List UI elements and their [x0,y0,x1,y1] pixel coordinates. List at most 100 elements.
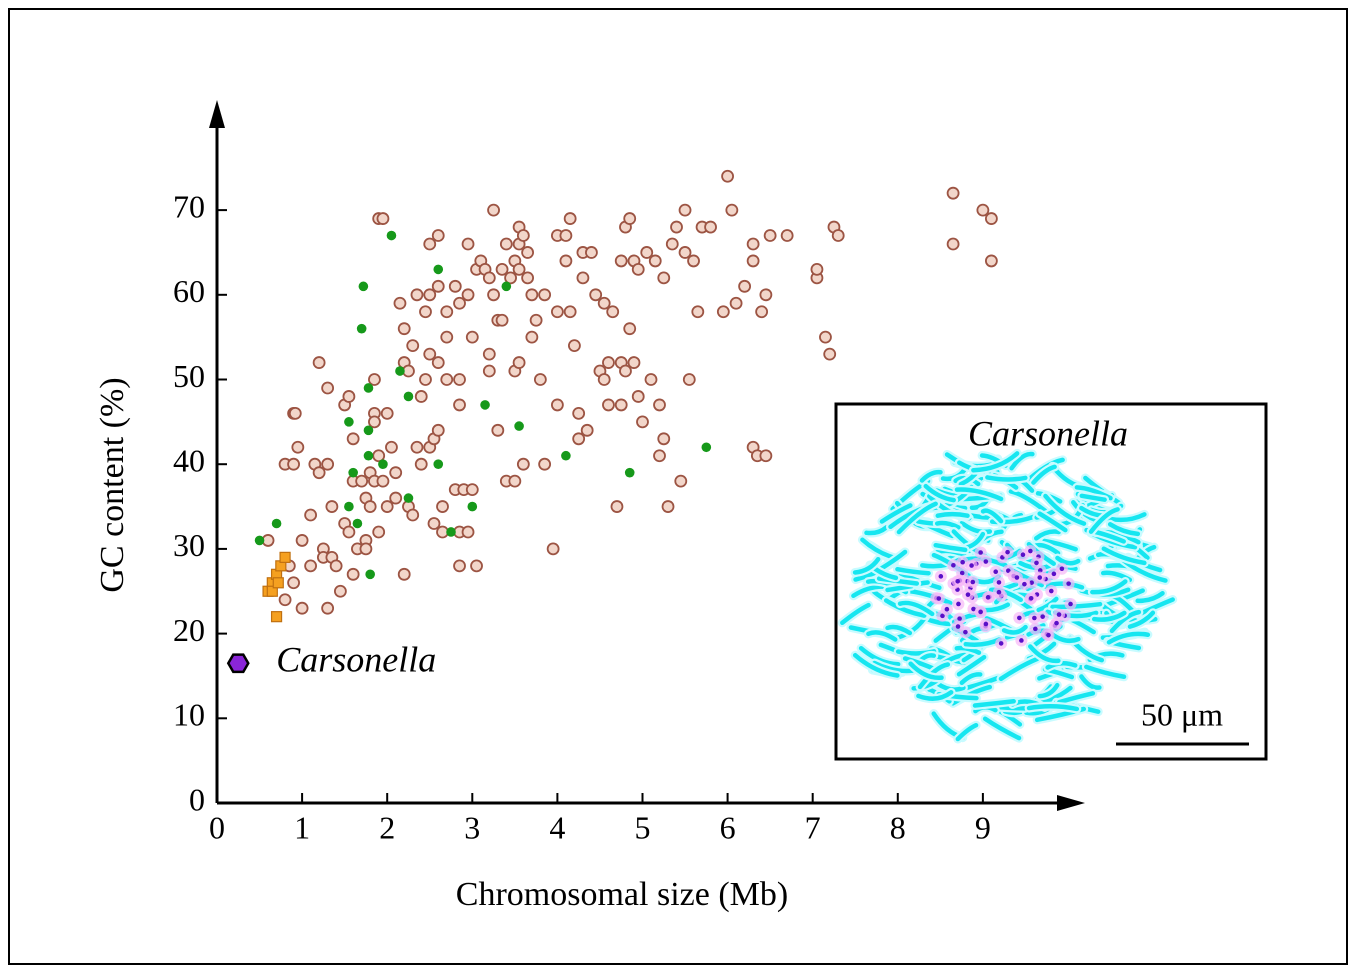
cell [1031,464,1057,485]
point [746,254,760,268]
point [746,237,760,251]
point [525,288,539,302]
point [763,229,777,242]
nucleoid [983,621,989,627]
cell [1042,581,1085,590]
point [397,322,411,336]
point [670,220,683,234]
cell [959,520,993,535]
point [419,305,432,319]
cell [883,598,927,618]
point [521,246,535,259]
nucleoid [938,574,944,579]
point [333,584,347,598]
point [342,525,356,539]
point [482,364,496,378]
cell [840,602,871,626]
point [561,450,571,461]
point [701,442,712,453]
point [648,254,662,268]
y-tick-label: 40 [173,443,205,479]
cell [950,684,993,706]
cell [1009,451,1035,471]
inset-title: Carsonella [968,413,1128,453]
cell [1008,489,1048,513]
point [610,500,624,513]
point [368,373,381,386]
cell [1107,522,1141,537]
point [342,390,356,403]
point [403,493,414,503]
nucleoid [998,641,1004,646]
point [636,415,649,429]
cell [935,511,970,518]
nucleoid [1028,595,1034,601]
cell [954,487,1004,502]
x-tick-label: 0 [209,809,225,845]
x-axis-label: Chromosomal size (Mb) [456,876,788,913]
point [559,254,573,268]
point [304,559,318,573]
cell [923,483,956,503]
nucleoid [1019,638,1024,643]
point [538,457,552,471]
cell [907,589,953,606]
cell [858,645,901,667]
point [378,459,388,470]
point [376,474,390,488]
point [414,390,428,403]
point [406,339,420,353]
y-tick-label: 70 [173,188,205,224]
x-tick-label: 9 [975,809,991,845]
point [346,432,360,446]
x-tick-label: 4 [549,809,565,845]
x-tick-label: 8 [890,809,906,845]
cell [933,542,968,553]
cell [852,652,900,678]
nucleoid [996,580,1002,585]
point [321,457,335,471]
point [563,212,577,225]
cell [896,501,938,535]
point [395,366,405,376]
cell [1106,631,1151,645]
cell [1037,511,1068,533]
point [321,381,335,395]
point [606,305,620,319]
cell [1001,624,1028,635]
point [572,432,586,446]
point [376,212,390,225]
point [501,281,512,292]
point [495,313,509,327]
point [810,262,824,276]
point [563,305,577,319]
point [365,569,375,580]
y-tick-label: 30 [173,527,205,563]
cell [934,520,961,530]
point [661,500,675,513]
point [363,500,377,513]
cell [1084,664,1127,680]
point [678,246,692,259]
point [279,551,291,563]
nucleoid [963,629,968,635]
nucleoid [1051,571,1057,577]
nucleoid [1034,560,1039,566]
point [546,542,560,556]
annotation: Carsonella [276,640,436,680]
point [453,559,466,573]
cell [982,716,1022,741]
point [482,271,496,285]
point [831,229,845,242]
point [576,271,590,285]
point [568,339,581,353]
nucleoid [1029,580,1034,585]
cell [1042,538,1078,552]
nucleoid [944,606,950,612]
point [738,279,752,293]
point [325,500,339,513]
point [453,398,466,412]
point [423,237,437,251]
point [352,518,363,529]
cell [980,508,1004,524]
